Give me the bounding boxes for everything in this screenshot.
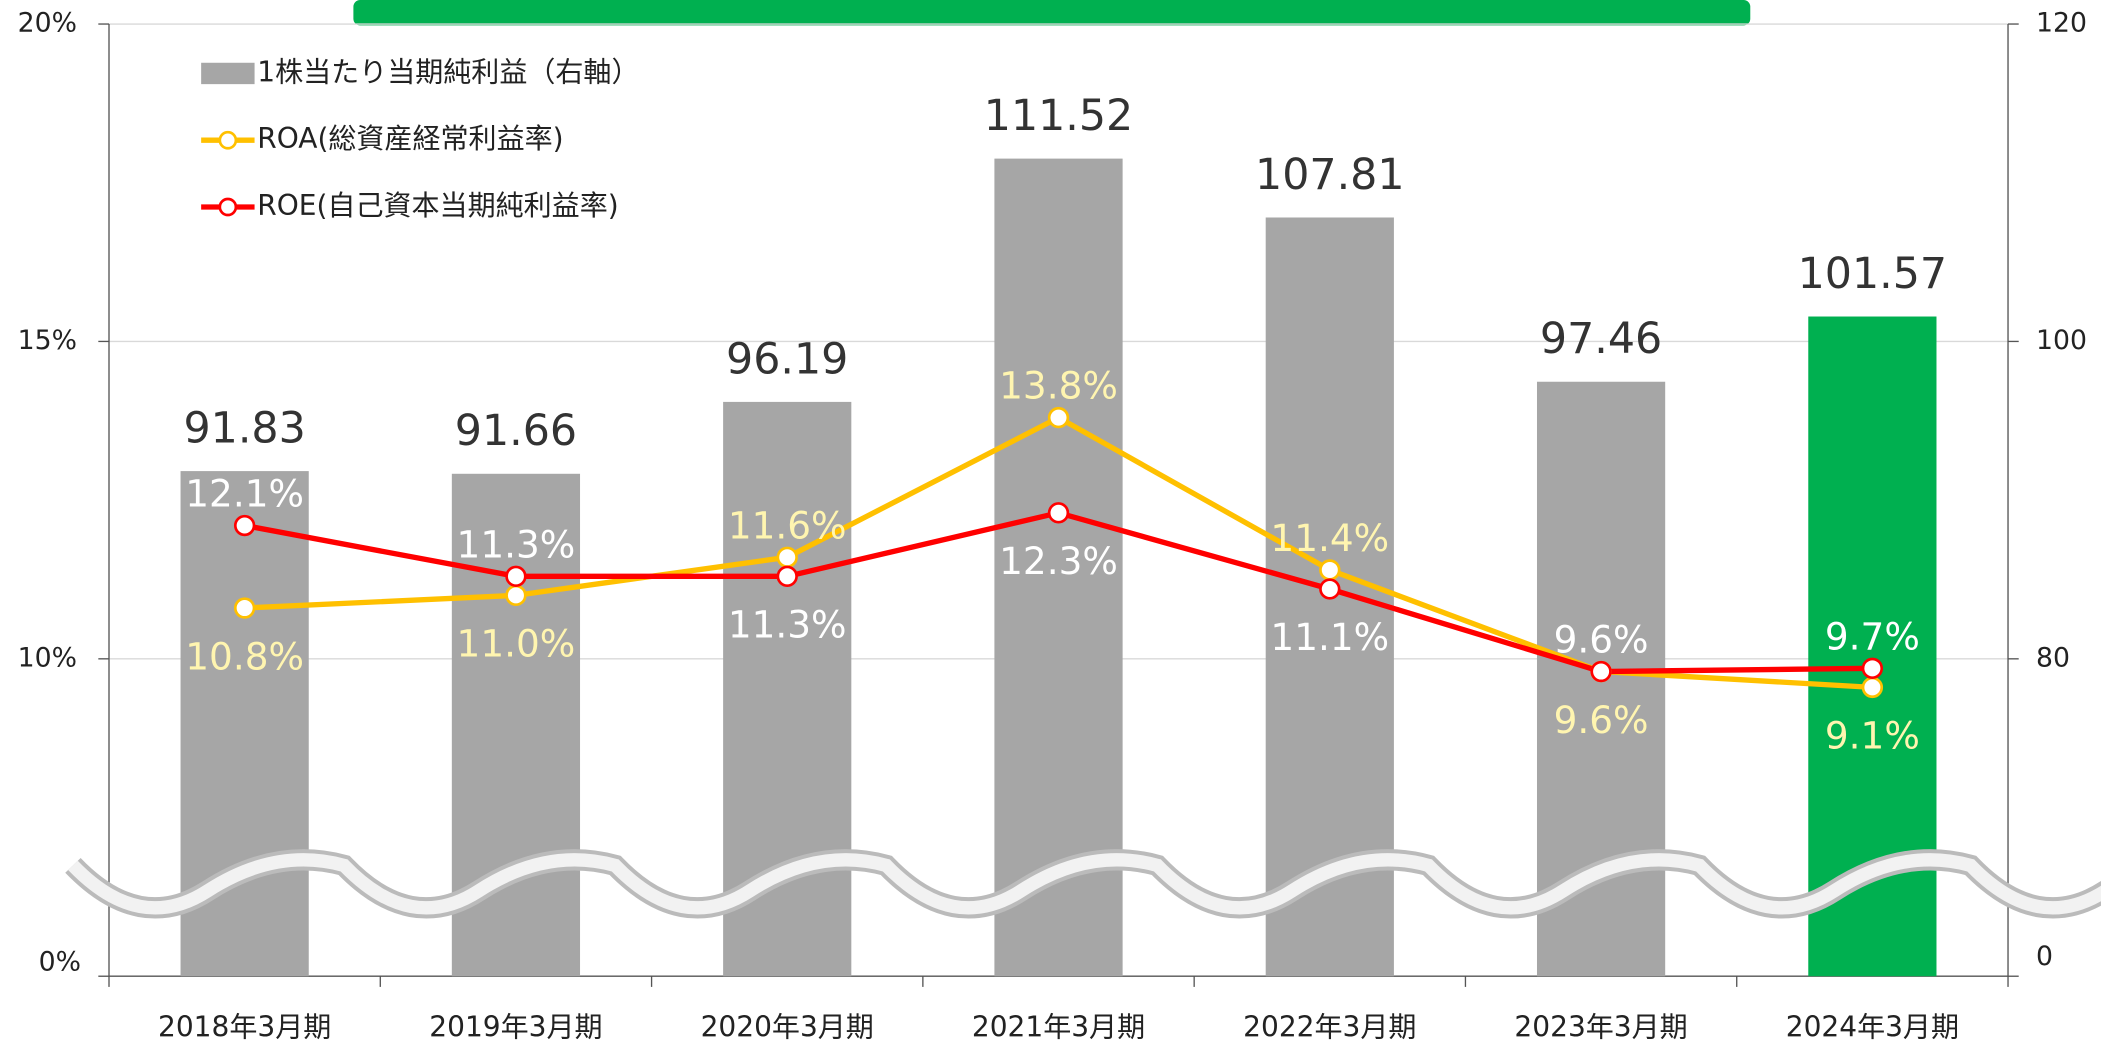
data-label: 12.1% xyxy=(185,472,304,516)
line-marker xyxy=(233,597,256,619)
data-label: 12.3% xyxy=(999,539,1118,583)
bar-label: 91.83 xyxy=(183,404,305,454)
line-marker xyxy=(1590,660,1612,683)
data-label: 13.8% xyxy=(999,364,1118,408)
bar-label: 101.57 xyxy=(1798,249,1947,299)
line-marker xyxy=(1319,559,1341,581)
data-label: 11.6% xyxy=(728,503,847,547)
line-marker xyxy=(1319,578,1341,600)
data-label: 11.3% xyxy=(728,603,847,647)
line-marker xyxy=(776,565,798,587)
line-marker xyxy=(505,565,527,587)
legend-swatch xyxy=(218,197,238,217)
bar-label: 107.81 xyxy=(1255,150,1404,200)
x-tick-label: 2018年3月期 xyxy=(158,1010,331,1043)
data-label: 11.0% xyxy=(457,622,576,666)
legend-label: 1株当たり当期純利益（右軸） xyxy=(257,55,639,88)
bar xyxy=(994,158,1123,977)
legend-label: ROA(総資産経常利益率) xyxy=(257,122,563,155)
legend-label: ROE(自己資本当期純利益率) xyxy=(257,189,618,222)
data-label: 11.4% xyxy=(1270,516,1389,560)
x-tick-label: 2019年3月期 xyxy=(429,1010,602,1043)
data-label: 10.8% xyxy=(185,634,304,678)
x-tick-label: 2023年3月期 xyxy=(1514,1010,1687,1043)
bar-label: 91.66 xyxy=(455,406,577,456)
x-tick-label: 2021年3月期 xyxy=(972,1010,1145,1043)
line-marker xyxy=(1861,676,1884,699)
data-label: 9.7% xyxy=(1825,614,1920,658)
bar-label: 96.19 xyxy=(726,334,848,384)
data-label: 9.1% xyxy=(1825,714,1920,758)
y2-tick-label: 0 xyxy=(2036,941,2053,972)
line-marker xyxy=(505,584,527,607)
line-marker xyxy=(1047,406,1070,429)
legend-swatch xyxy=(201,62,255,85)
y2-tick-label: 120 xyxy=(2036,8,2087,39)
data-label: 11.3% xyxy=(457,522,576,566)
x-tick-label: 2020年3月期 xyxy=(701,1010,874,1043)
line-marker xyxy=(233,514,256,537)
line-marker xyxy=(1861,657,1884,680)
bar-label: 111.52 xyxy=(984,91,1133,141)
line-marker xyxy=(1047,502,1070,524)
y-tick-label: 10% xyxy=(18,642,77,673)
y2-tick-label: 100 xyxy=(2036,325,2087,356)
data-label: 9.6% xyxy=(1554,618,1649,662)
data-label: 11.1% xyxy=(1270,615,1389,659)
y2-tick-label: 80 xyxy=(2036,642,2070,673)
x-tick-label: 2022年3月期 xyxy=(1243,1010,1416,1043)
line-marker xyxy=(776,546,798,568)
y-tick-label: 15% xyxy=(18,325,77,356)
header-banner xyxy=(353,0,1751,26)
x-tick-label: 2024年3月期 xyxy=(1786,1010,1959,1043)
y-tick-label: 20% xyxy=(18,8,77,39)
legend-swatch xyxy=(218,130,238,150)
axis-break xyxy=(68,853,2101,915)
y-tick-label: 0% xyxy=(39,946,81,977)
bar-label: 97.46 xyxy=(1540,314,1662,364)
data-label: 9.6% xyxy=(1554,698,1649,742)
